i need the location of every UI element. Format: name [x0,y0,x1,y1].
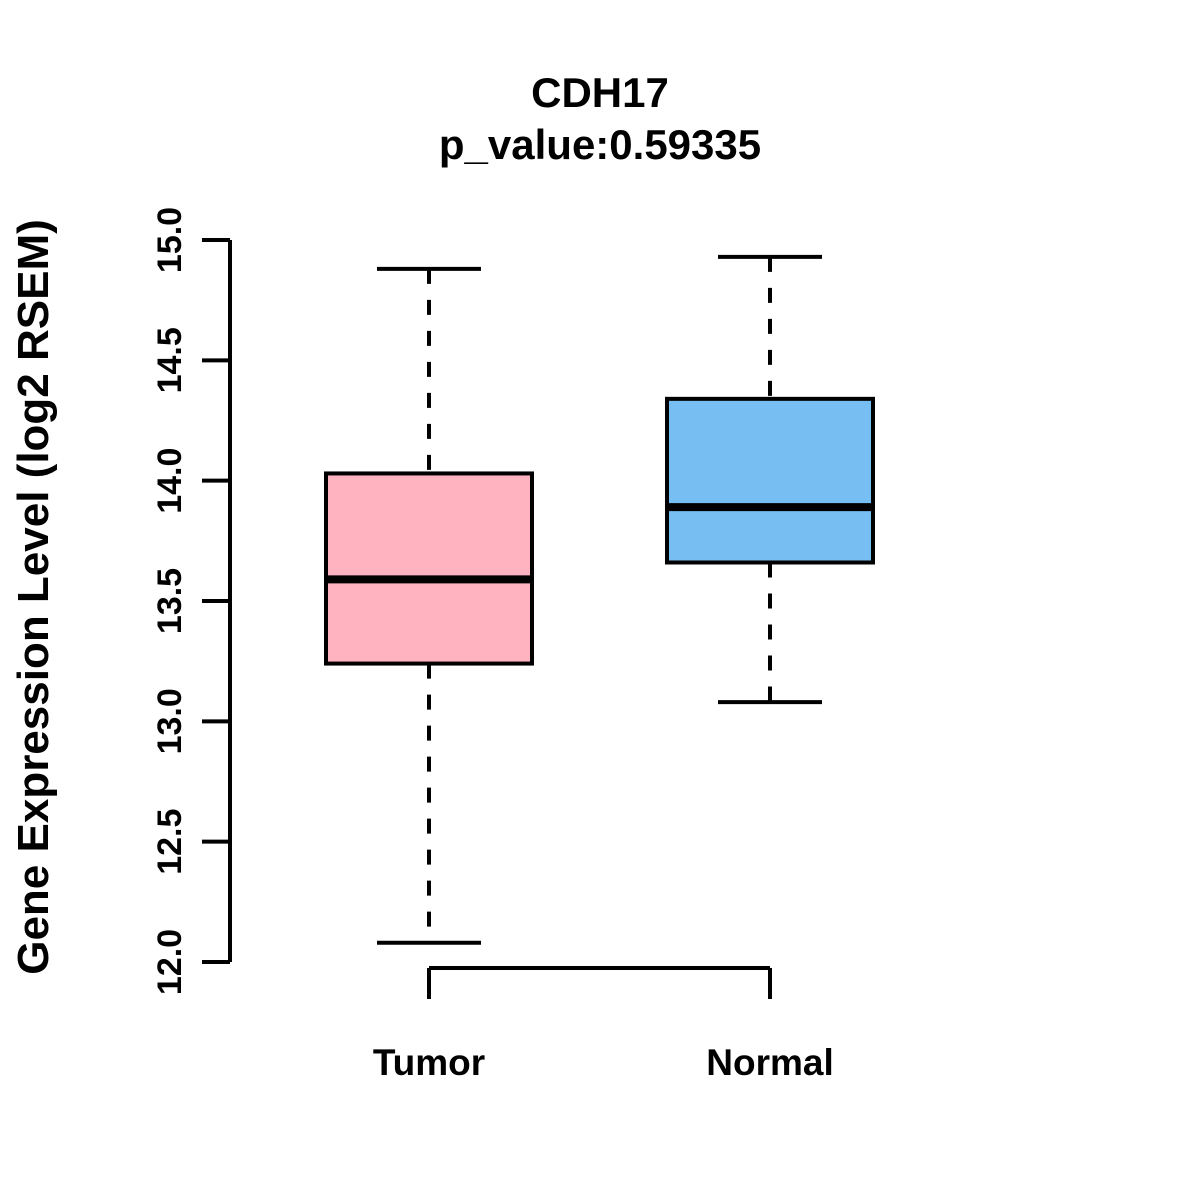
y-tick-label: 12.5 [151,809,189,875]
y-tick-label: 12.0 [151,929,189,995]
y-tick-label: 14.0 [151,448,189,514]
y-tick-label: 13.5 [151,568,189,634]
y-tick-label: 14.5 [151,327,189,393]
box-tumor [324,471,534,666]
chart-subtitle-pvalue: p_value:0.59335 [438,121,762,168]
group-label-tumor: Tumor [373,1042,485,1083]
y-tick-label: 15.0 [151,207,189,273]
group-label-normal: Normal [706,1042,833,1083]
y-axis-label: Gene Expression Level (log2 RSEM) [9,219,58,975]
chart-title: CDH17 [531,69,669,116]
box-normal [665,396,875,565]
y-tick-label: 13.0 [151,688,189,754]
